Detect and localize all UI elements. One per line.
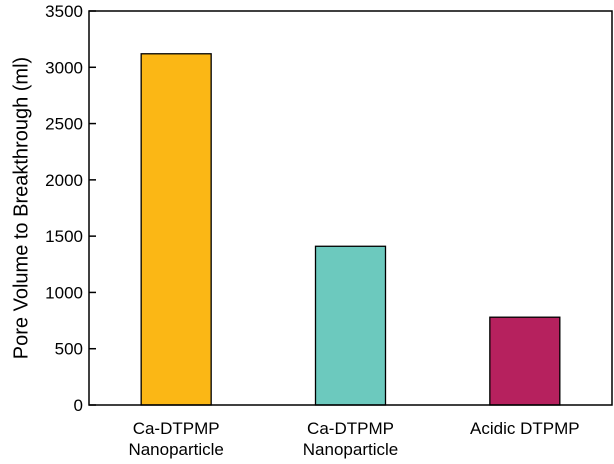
y-tick-label: 1000	[45, 283, 83, 302]
y-tick-label: 500	[55, 340, 83, 359]
bar-2	[314, 245, 387, 406]
x-category-label: Ca-DTPMP	[307, 419, 394, 438]
y-tick-label: 0	[74, 396, 83, 415]
bars	[140, 53, 561, 406]
x-category-label: Acidic DTPMP	[470, 419, 580, 438]
y-tick-label: 2500	[45, 115, 83, 134]
x-category-label: Nanoparticle	[128, 440, 223, 459]
bar-3	[489, 316, 561, 406]
y-tick-label: 3000	[45, 58, 83, 77]
y-tick-label: 2000	[45, 171, 83, 190]
x-axis: Ca-DTPMP Nanoparticle Ca-DTPMP Nanoparticle…	[128, 419, 579, 459]
y-axis: 0 500 1000 1500 2000 2500 3000 3500	[45, 2, 96, 415]
x-category-label: Ca-DTPMP	[133, 419, 220, 438]
y-tick-label: 3500	[45, 2, 83, 21]
bar-1	[140, 53, 212, 406]
plot-frame	[88, 10, 613, 406]
y-tick-label: 1500	[45, 227, 83, 246]
y-axis-title: Pore Volume to Breakthrough (ml)	[10, 57, 32, 359]
x-category-label: Nanoparticle	[303, 440, 398, 459]
